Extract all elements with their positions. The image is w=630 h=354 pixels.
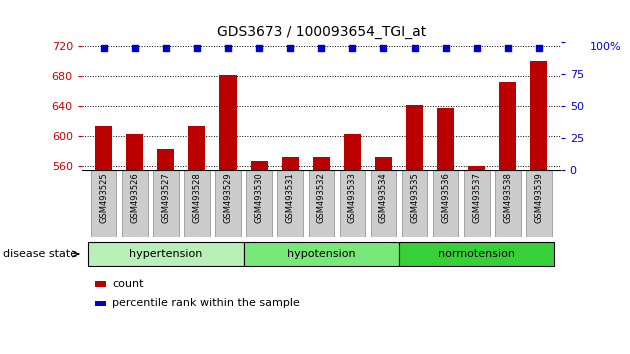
Text: GSM493535: GSM493535 [410, 172, 419, 223]
Bar [309, 170, 334, 237]
Text: normotension: normotension [438, 249, 515, 259]
Bar [88, 242, 244, 266]
Point [130, 45, 140, 51]
Bar [344, 134, 361, 170]
Text: GSM493527: GSM493527 [161, 172, 170, 223]
Bar [375, 157, 392, 170]
Text: disease state: disease state [3, 249, 77, 259]
Point [410, 45, 420, 51]
Bar [215, 170, 241, 237]
Point [440, 45, 450, 51]
Bar [433, 170, 459, 237]
Bar [244, 242, 399, 266]
Bar [126, 134, 143, 170]
Bar [468, 166, 485, 170]
Bar [464, 170, 490, 237]
Text: GSM493530: GSM493530 [255, 172, 263, 223]
Point [347, 45, 357, 51]
Point [534, 45, 544, 51]
Bar [246, 170, 272, 237]
Bar [312, 157, 330, 170]
Point [285, 45, 295, 51]
Text: GSM493525: GSM493525 [99, 172, 108, 223]
Bar [91, 170, 117, 237]
Bar [370, 170, 396, 237]
Bar [153, 170, 178, 237]
Bar [495, 170, 520, 237]
Bar [95, 126, 112, 170]
Text: GSM493538: GSM493538 [503, 172, 512, 223]
Bar [399, 242, 554, 266]
Text: GSM493529: GSM493529 [224, 172, 232, 223]
Point [254, 45, 264, 51]
Point [99, 45, 109, 51]
Text: GSM493539: GSM493539 [534, 172, 544, 223]
Bar [219, 75, 237, 170]
Title: GDS3673 / 100093654_TGI_at: GDS3673 / 100093654_TGI_at [217, 25, 426, 39]
Text: GSM493536: GSM493536 [441, 172, 450, 223]
Point [223, 45, 233, 51]
Bar [437, 108, 454, 170]
Bar [500, 82, 517, 170]
Bar [188, 126, 205, 170]
Text: count: count [112, 279, 144, 289]
Bar [282, 157, 299, 170]
Bar [402, 170, 427, 237]
Text: 100%: 100% [590, 42, 621, 52]
Bar [406, 105, 423, 170]
Text: hypotension: hypotension [287, 249, 355, 259]
Text: GSM493528: GSM493528 [192, 172, 202, 223]
Text: GSM493537: GSM493537 [472, 172, 481, 223]
Point [161, 45, 171, 51]
Point [503, 45, 513, 51]
Text: GSM493532: GSM493532 [317, 172, 326, 223]
Point [192, 45, 202, 51]
Bar [526, 170, 552, 237]
Bar [122, 170, 147, 237]
Text: GSM493534: GSM493534 [379, 172, 388, 223]
Point [316, 45, 326, 51]
Bar [340, 170, 365, 237]
Point [472, 45, 482, 51]
Bar [158, 149, 175, 170]
Bar [251, 161, 268, 170]
Bar [530, 61, 547, 170]
Bar [277, 170, 303, 237]
Text: GSM493533: GSM493533 [348, 172, 357, 223]
Text: hypertension: hypertension [129, 249, 202, 259]
Bar [184, 170, 210, 237]
Text: percentile rank within the sample: percentile rank within the sample [112, 298, 300, 308]
Point [379, 45, 389, 51]
Text: GSM493531: GSM493531 [286, 172, 295, 223]
Text: GSM493526: GSM493526 [130, 172, 139, 223]
